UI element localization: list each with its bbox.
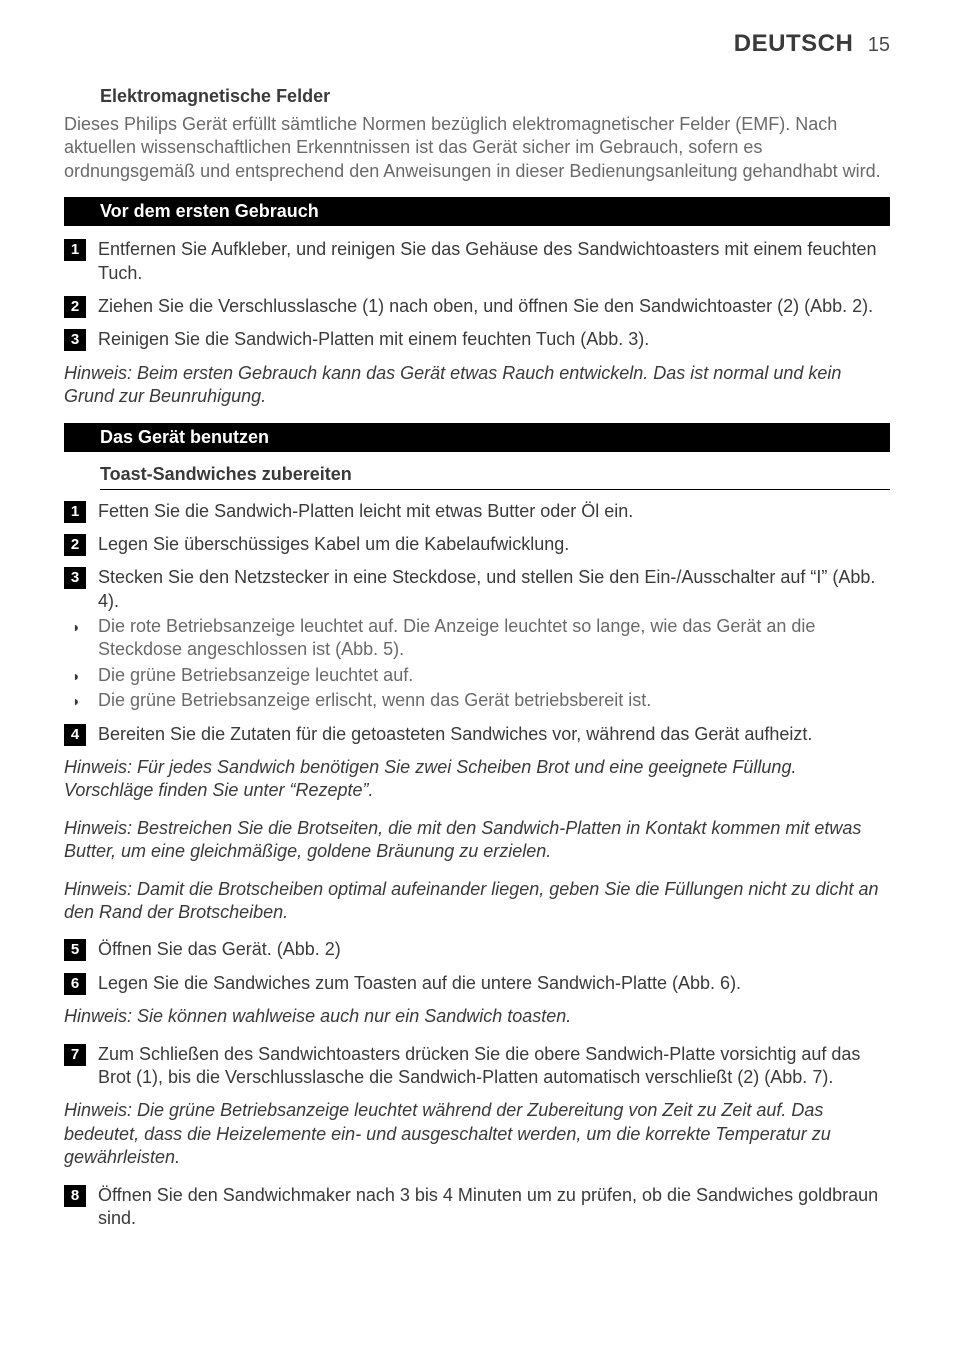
use-step-3-bullet: ◗ Die rote Betriebsanzeige leuchtet auf.… [72, 615, 890, 662]
step-text: Fetten Sie die Sandwich-Platten leicht m… [98, 500, 890, 523]
use-note-d: Hinweis: Sie können wahlweise auch nur e… [64, 1005, 890, 1028]
step-number-icon: 2 [64, 296, 86, 318]
emf-body: Dieses Philips Gerät erfüllt sämtliche N… [64, 113, 890, 183]
step-number-icon: 2 [64, 534, 86, 556]
step-text: Ziehen Sie die Verschlusslasche (1) nach… [98, 295, 890, 318]
page-number: 15 [868, 34, 890, 56]
step-number-icon: 1 [64, 239, 86, 261]
use-note-a: Hinweis: Für jedes Sandwich benötigen Si… [64, 756, 890, 803]
use-step-6: 6 Legen Sie die Sandwiches zum Toasten a… [64, 972, 890, 995]
bullet-icon: ◗ [72, 689, 98, 710]
section-before-first-use-heading: Vor dem ersten Gebrauch [64, 197, 890, 226]
bullet-icon: ◗ [72, 664, 98, 685]
step-number-icon: 6 [64, 973, 86, 995]
bullet-text: Die rote Betriebsanzeige leuchtet auf. D… [98, 615, 890, 662]
step-number-icon: 8 [64, 1185, 86, 1207]
step-text: Stecken Sie den Netzstecker in eine Stec… [98, 566, 890, 613]
bullet-text: Die grüne Betriebsanzeige leuchtet auf. [98, 664, 890, 687]
bfu-step-1: 1 Entfernen Sie Aufkleber, und reinigen … [64, 238, 890, 285]
step-text: Bereiten Sie die Zutaten für die getoast… [98, 723, 890, 746]
bfu-note: Hinweis: Beim ersten Gebrauch kann das G… [64, 362, 890, 409]
step-text: Reinigen Sie die Sandwich-Platten mit ei… [98, 328, 890, 351]
use-step-5: 5 Öffnen Sie das Gerät. (Abb. 2) [64, 938, 890, 961]
use-step-3: 3 Stecken Sie den Netzstecker in eine St… [64, 566, 890, 613]
bfu-step-2: 2 Ziehen Sie die Verschlusslasche (1) na… [64, 295, 890, 318]
use-step-8: 8 Öffnen Sie den Sandwichmaker nach 3 bi… [64, 1184, 890, 1231]
step-text: Öffnen Sie den Sandwichmaker nach 3 bis … [98, 1184, 890, 1231]
bullet-icon: ◗ [72, 615, 98, 636]
use-step-2: 2 Legen Sie überschüssiges Kabel um die … [64, 533, 890, 556]
step-number-icon: 4 [64, 724, 86, 746]
page: DEUTSCH 15 Elektromagnetische Felder Die… [0, 0, 954, 1354]
use-step-1: 1 Fetten Sie die Sandwich-Platten leicht… [64, 500, 890, 523]
use-note-c: Hinweis: Damit die Brotscheiben optimal … [64, 878, 890, 925]
step-number-icon: 3 [64, 329, 86, 351]
use-note-b: Hinweis: Bestreichen Sie die Brotseiten,… [64, 817, 890, 864]
step-number-icon: 1 [64, 501, 86, 523]
page-header: DEUTSCH 15 [64, 30, 890, 58]
emf-heading: Elektromagnetische Felder [100, 86, 890, 107]
step-number-icon: 3 [64, 567, 86, 589]
bullet-text: Die grüne Betriebsanzeige erlischt, wenn… [98, 689, 890, 712]
step-text: Legen Sie überschüssiges Kabel um die Ka… [98, 533, 890, 556]
use-note-e: Hinweis: Die grüne Betriebsanzeige leuch… [64, 1099, 890, 1169]
using-subheading: Toast-Sandwiches zubereiten [100, 464, 890, 490]
use-step-3-bullet: ◗ Die grüne Betriebsanzeige erlischt, we… [72, 689, 890, 712]
section-using-heading: Das Gerät benutzen [64, 423, 890, 452]
step-text: Öffnen Sie das Gerät. (Abb. 2) [98, 938, 890, 961]
step-number-icon: 5 [64, 939, 86, 961]
language-label: DEUTSCH [734, 30, 854, 57]
use-step-4: 4 Bereiten Sie die Zutaten für die getoa… [64, 723, 890, 746]
step-text: Zum Schließen des Sandwichtoasters drück… [98, 1043, 890, 1090]
use-step-3-bullet: ◗ Die grüne Betriebsanzeige leuchtet auf… [72, 664, 890, 687]
step-number-icon: 7 [64, 1044, 86, 1066]
bfu-step-3: 3 Reinigen Sie die Sandwich-Platten mit … [64, 328, 890, 351]
step-text: Entfernen Sie Aufkleber, und reinigen Si… [98, 238, 890, 285]
step-text: Legen Sie die Sandwiches zum Toasten auf… [98, 972, 890, 995]
use-step-7: 7 Zum Schließen des Sandwichtoasters drü… [64, 1043, 890, 1090]
